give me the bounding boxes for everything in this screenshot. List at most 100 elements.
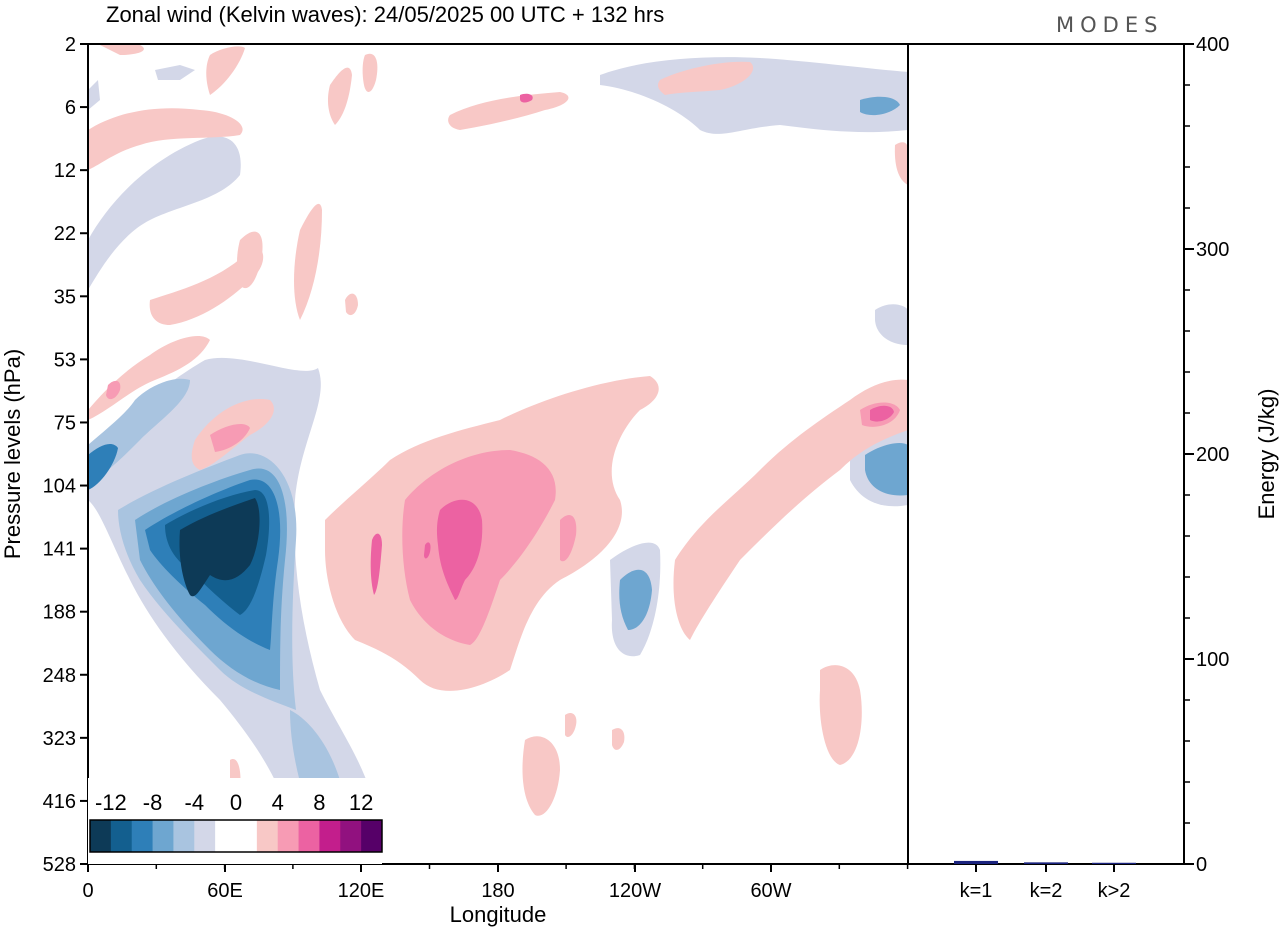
- wind-contour: [870, 405, 894, 422]
- colorbar-label: -12: [95, 790, 127, 815]
- colorbar-swatch: [173, 820, 195, 852]
- energy-panel: [907, 43, 1185, 865]
- energy-category-label: k=1: [960, 880, 993, 902]
- wind-contour: [88, 444, 118, 490]
- wind-field: [88, 45, 908, 864]
- energy-bars: k=1 k=2 k>2: [954, 860, 1136, 902]
- colorbar-swatch: [361, 820, 383, 852]
- colorbar-swatch: [131, 820, 154, 852]
- wind-contour: [560, 515, 577, 562]
- wind-contour: [860, 96, 900, 116]
- wind-contour: [106, 380, 121, 400]
- wind-contour: [179, 498, 260, 597]
- energy-tick-label: 0: [1196, 854, 1207, 876]
- energy-tick-label: 300: [1196, 239, 1229, 261]
- wind-contour: [894, 142, 908, 185]
- x-tick-label: 60E: [207, 880, 243, 902]
- energy-axis: 0 100 200 300 400: [1184, 34, 1229, 876]
- colorbar-swatch: [90, 820, 112, 852]
- wind-contour: [619, 569, 652, 630]
- wind-contour: [362, 53, 378, 92]
- y-tick-label: 53: [54, 349, 76, 371]
- wind-contour: [149, 247, 264, 325]
- colorbar: -12 -8 -4 0 4 8 12: [88, 778, 383, 864]
- wind-contour: [345, 293, 358, 316]
- wind-contour: [370, 533, 382, 595]
- colorbar-label: 4: [272, 790, 284, 815]
- colorbar-swatch: [110, 820, 133, 852]
- wind-contour: [612, 728, 625, 750]
- colorbar-label: -8: [143, 790, 163, 815]
- wind-contour: [88, 108, 243, 170]
- wind-contour: [327, 67, 352, 125]
- y-tick-label: 528: [43, 854, 76, 876]
- wind-contour: [424, 542, 431, 559]
- wind-contour: [522, 736, 560, 816]
- wind-contour: [875, 304, 908, 345]
- wind-contour: [819, 665, 862, 765]
- y-tick-label: 12: [54, 160, 76, 182]
- colorbar-swatch: [340, 820, 362, 852]
- colorbar-swatch: [298, 820, 320, 852]
- y-tick-label: 75: [54, 412, 76, 434]
- colorbar-swatch: [194, 820, 216, 852]
- y-tick-label: 2: [65, 34, 76, 56]
- chart-title: Zonal wind (Kelvin waves): 24/05/2025 00…: [106, 2, 664, 27]
- energy-axis-label: Energy (J/kg): [1254, 389, 1279, 520]
- wind-contour: [155, 65, 195, 80]
- wind-contour: [436, 499, 483, 600]
- energy-tick-label: 100: [1196, 649, 1229, 671]
- colorbar-swatch: [236, 820, 258, 852]
- wind-contour: [237, 231, 263, 289]
- wind-contour: [88, 136, 241, 290]
- y-tick-label: 22: [54, 223, 76, 245]
- x-tick-label: 60W: [750, 880, 791, 902]
- energy-tick-label: 400: [1196, 34, 1229, 56]
- wind-contour: [673, 379, 908, 640]
- colorbar-swatch: [152, 820, 174, 852]
- x-tick-label: 180: [481, 880, 514, 902]
- wind-contour: [210, 424, 250, 452]
- y-axis: 2 6 12 22 35 53 75 104 141 188 248 323 416 528: [43, 34, 88, 876]
- x-tick-label: 0: [82, 880, 93, 902]
- x-axis-label: Longitude: [450, 902, 547, 927]
- wind-contour: [600, 57, 908, 134]
- modes-logo: MODES: [1056, 13, 1163, 37]
- energy-category-label: k>2: [1098, 880, 1131, 902]
- colorbar-label: 8: [313, 790, 325, 815]
- wind-contour: [88, 80, 100, 110]
- wind-contour: [100, 45, 144, 55]
- colorbar-swatch: [215, 820, 237, 852]
- wind-contour: [206, 46, 245, 95]
- energy-tick-label: 200: [1196, 444, 1229, 466]
- x-axis: 0 60E 120E 180 120W 60W: [82, 864, 909, 902]
- colorbar-swatch: [277, 820, 300, 852]
- colorbar-swatch: [256, 820, 279, 852]
- colorbar-frame: [89, 819, 383, 853]
- x-tick-label: 120E: [338, 880, 385, 902]
- y-tick-label: 323: [43, 728, 76, 750]
- y-tick-label: 248: [43, 665, 76, 687]
- wind-contour: [657, 61, 754, 95]
- energy-bar: [954, 860, 998, 864]
- wind-contour: [294, 203, 322, 320]
- wind-contour: [865, 443, 908, 496]
- colorbar-label: -4: [185, 790, 205, 815]
- colorbar-swatch: [319, 820, 341, 852]
- energy-bar: [1024, 862, 1068, 864]
- y-tick-label: 35: [54, 286, 76, 308]
- y-tick-label: 104: [43, 476, 76, 498]
- colorbar-label: 0: [230, 790, 242, 815]
- y-tick-label: 188: [43, 602, 76, 624]
- y-tick-label: 6: [65, 97, 76, 119]
- wind-contour: [520, 93, 533, 103]
- y-axis-label: Pressure levels (hPa): [0, 349, 25, 559]
- wind-contour: [448, 92, 569, 130]
- y-tick-label: 416: [43, 791, 76, 813]
- energy-category-label: k=2: [1030, 880, 1063, 902]
- energy-bar: [1092, 862, 1136, 864]
- x-tick-label: 120W: [609, 880, 661, 902]
- wind-contour: [88, 335, 210, 420]
- wind-contour: [565, 713, 577, 737]
